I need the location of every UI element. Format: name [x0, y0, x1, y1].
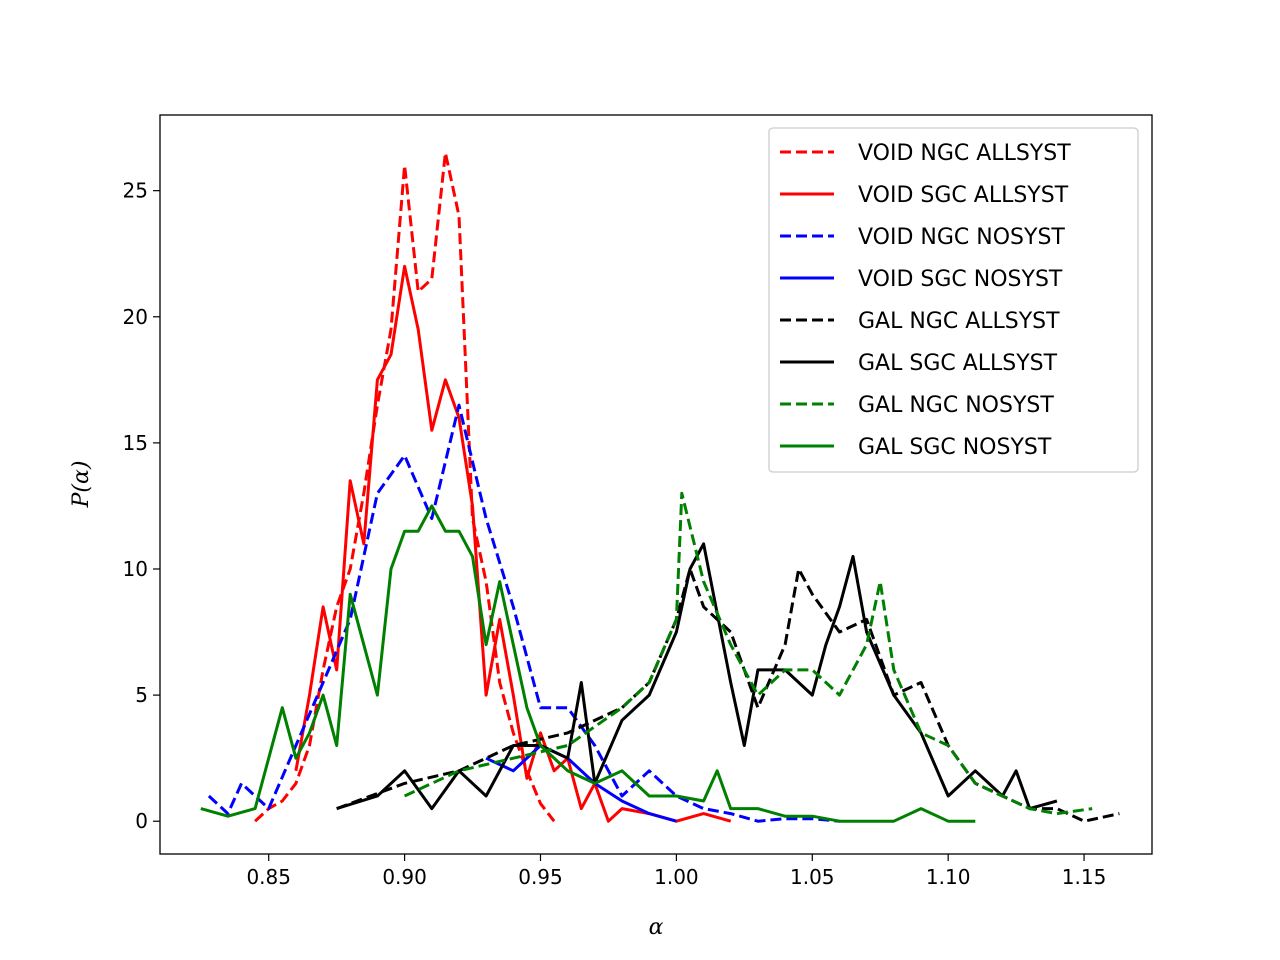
legend-entry-label: VOID SGC NOSYST — [858, 267, 1063, 292]
legend-entry-label: VOID NGC NOSYST — [858, 225, 1065, 250]
y-axis-ticks: 0 5 10 15 20 25 — [123, 179, 160, 833]
y-tick-label: 10 — [123, 557, 148, 581]
x-tick-label: 1.05 — [790, 865, 835, 889]
legend-entry-label: VOID SGC ALLSYST — [858, 183, 1069, 208]
series-line-3 — [485, 744, 677, 823]
legend: VOID NGC ALLSYST VOID SGC ALLSYST VOID NGC… — [768, 127, 1139, 473]
plot-frame — [159, 114, 1153, 855]
x-tick-label: 1.00 — [654, 865, 699, 889]
legend-entry-label: VOID NGC ALLSYST — [858, 141, 1071, 166]
legend-entry-label: GAL SGC NOSYST — [858, 435, 1052, 460]
y-tick-label: 15 — [123, 431, 148, 455]
x-tick-label: 0.85 — [246, 865, 291, 889]
legend-entry-label: GAL NGC ALLSYST — [858, 309, 1060, 334]
y-tick-label: 5 — [135, 683, 148, 707]
series-line-5 — [336, 542, 1058, 811]
x-tick-label: 0.90 — [382, 865, 427, 889]
y-tick-label: 25 — [123, 179, 148, 203]
x-axis-label: α — [649, 915, 664, 940]
legend-box — [768, 127, 1139, 473]
y-tick-label: 20 — [123, 305, 148, 329]
x-axis-ticks: 0.85 0.90 0.95 1.00 1.05 1.10 1.15 — [246, 854, 1106, 889]
x-tick-label: 0.95 — [518, 865, 563, 889]
series-line-1 — [294, 264, 732, 823]
series-line-2 — [207, 403, 840, 823]
y-axis-label: P(α) — [69, 461, 94, 509]
series-line-6 — [403, 491, 1093, 816]
x-tick-label: 1.10 — [926, 865, 971, 889]
series-line-7 — [200, 504, 976, 823]
x-tick-label: 1.15 — [1062, 865, 1107, 889]
series-line-0 — [254, 151, 556, 823]
y-tick-label: 0 — [135, 809, 148, 833]
series-layer — [200, 151, 1120, 823]
legend-entry-label: GAL SGC ALLSYST — [858, 351, 1058, 376]
legend-entry-label: GAL NGC NOSYST — [858, 393, 1054, 418]
